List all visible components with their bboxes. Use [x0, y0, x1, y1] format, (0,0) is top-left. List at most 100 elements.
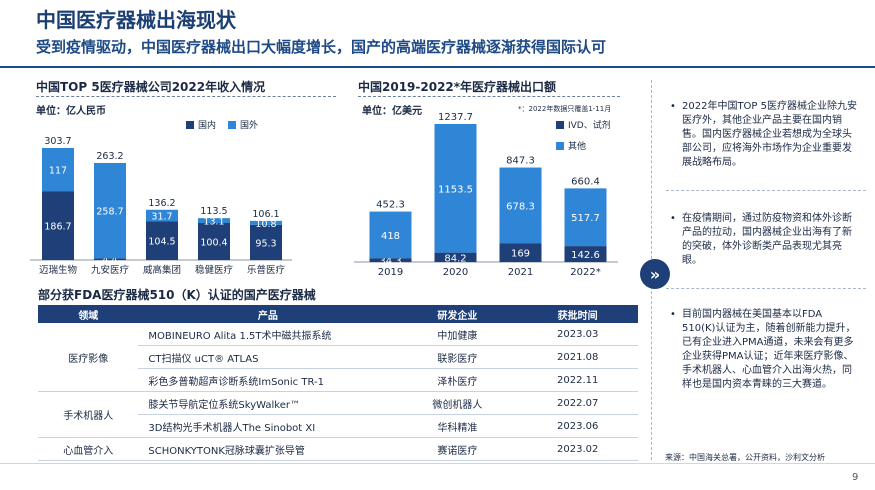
total-label: 106.1: [252, 209, 279, 220]
bar-segment: [499, 167, 542, 244]
legend-label-overseas: 国外: [240, 121, 259, 131]
product-cell: 膝关节导航定位系统SkyWalker™: [138, 391, 398, 415]
company-cell: 中加健康: [397, 323, 518, 346]
data-label: 418: [381, 231, 400, 242]
right-chart-divider: [358, 96, 620, 97]
category-label: 九安医疗: [91, 264, 130, 276]
category-label: 2021: [508, 267, 533, 278]
category-label: 迈瑞生物: [39, 264, 78, 276]
field-cell: 心血管介入: [38, 437, 139, 461]
legend-swatch-domestic: [186, 120, 194, 129]
bar-segment: [42, 191, 74, 260]
company-cell: 联影医疗: [397, 345, 518, 369]
right-chart-legend: IVD、试剂 其他: [556, 118, 611, 152]
bar-segment: [198, 218, 230, 223]
category-label: 威高集团: [143, 264, 181, 276]
legend-swatch-other: [556, 141, 564, 150]
data-label: 117: [49, 166, 67, 177]
product-cell: SCHONKYTONK冠脉球囊扩张导管: [138, 437, 398, 461]
bullet-dot-icon: •: [670, 309, 676, 320]
data-label: 169: [511, 249, 530, 260]
data-label: 31.7: [151, 212, 172, 223]
date-cell: 2021.08: [517, 345, 638, 369]
data-label: 84.2: [444, 253, 466, 264]
table-row: 医疗影像 MOBINEURO Alita 1.5T术中磁共振系统 中加健康 20…: [38, 323, 638, 392]
table-row: 心血管介入 SCHONKYTONK冠脉球囊扩张导管 赛诺医疗 2023.02: [38, 437, 638, 461]
table-row: 3D结构光手术机器人The Sinobot XI 华科精准 2023.06: [38, 414, 638, 438]
table-header-row: 领域 产品 研发企业 获批时间: [38, 305, 638, 323]
category-label: 2019: [378, 267, 403, 278]
bullet-dot-icon: •: [670, 101, 676, 112]
bullet-point: • 在疫情期间，通过防疫物资和体外诊断产品的拉动，国内器械企业出海有了新的突破，…: [670, 212, 858, 268]
legend-label-ivd: IVD、试剂: [568, 121, 611, 131]
table-row: CT扫描仪 uCT® ATLAS 联影医疗 2021.08: [38, 345, 638, 369]
field-cell: 手术机器人: [38, 391, 139, 438]
data-label: 142.6: [571, 250, 600, 261]
bar-segment: [369, 211, 412, 259]
header-date: 获批时间: [517, 305, 638, 323]
source-note: 来源：中国海关总署，公开资料，沙利文分析: [665, 453, 825, 462]
table-title: 部分获FDA医疗器械510（K）认证的国产医疗器械: [38, 288, 316, 302]
header-divider: [0, 66, 875, 68]
bar-segment: [499, 243, 542, 262]
data-label: 95.3: [255, 238, 276, 249]
table-row: 手术机器人 膝关节导航定位系统SkyWalker™ 微创机器人 2022.07: [38, 391, 638, 438]
bar-segment: [94, 258, 126, 260]
date-cell: 2022.07: [517, 391, 638, 415]
total-label: 263.2: [96, 151, 123, 162]
fda-device-table: 领域 产品 研发企业 获批时间 医疗影像 MOBINEURO Alita 1.5…: [38, 305, 638, 461]
product-cell: 彩色多普勒超声诊断系统ImSonic TR-1: [138, 368, 398, 392]
bar-segment: [94, 162, 126, 259]
category-label: 2022*: [570, 267, 600, 278]
bar-segment: [434, 124, 477, 253]
data-label: 100.4: [200, 237, 227, 248]
left-chart-legend: 国内 国外: [186, 118, 258, 131]
data-label: 517.7: [571, 213, 600, 224]
product-cell: MOBINEURO Alita 1.5T术中磁共振系统: [138, 323, 398, 346]
header-company: 研发企业: [397, 305, 518, 323]
date-cell: 2023.02: [517, 437, 638, 461]
total-label: 136.2: [148, 198, 175, 209]
date-cell: 2023.06: [517, 414, 638, 438]
bullet-divider: [666, 190, 866, 191]
product-cell: CT扫描仪 uCT® ATLAS: [138, 345, 398, 369]
total-label: 303.7: [44, 136, 71, 147]
data-label: 10.8: [255, 219, 276, 230]
category-label: 乐普医疗: [247, 264, 286, 276]
page-subtitle: 受到疫情驱动，中国医疗器械出口大幅度增长，国产的高端医疗器械逐渐获得国际认可: [36, 38, 607, 56]
bullet-dot-icon: •: [670, 213, 676, 224]
data-label: 678.3: [506, 201, 535, 212]
left-chart-unit: 单位：亿人民币: [36, 106, 106, 117]
legend-label-domestic: 国内: [198, 121, 217, 131]
right-chart-unit: 单位：亿美元: [362, 106, 422, 117]
bullet-point: • 目前国内器械在美国基本以FDA 510(K)认证为主，随着创新能力提升，已有…: [670, 308, 858, 392]
export-value-chart: 34.3 418 452.3 2019 84.2 1153.5 1237.7 2020 169 6…: [354, 112, 618, 278]
page-number: 9: [852, 472, 859, 483]
bullet-text: 目前国内器械在美国基本以FDA 510(K)认证为主，随着创新能力提升，已有企业…: [682, 309, 856, 390]
header-product: 产品: [138, 305, 398, 323]
data-label: 13.1: [203, 217, 224, 228]
bar-segment: [564, 246, 607, 262]
data-label: 4.4: [102, 255, 117, 266]
footer-divider: [0, 463, 875, 464]
bar-segment: [146, 221, 178, 260]
total-label: 1237.7: [438, 112, 473, 123]
bar-segment: [250, 220, 282, 225]
bar-segment: [250, 224, 282, 260]
total-label: 113.5: [200, 206, 227, 217]
right-chart-title: 中国2019-2022*年医疗器械出口额: [358, 80, 557, 94]
company-cell: 泽朴医疗: [397, 368, 518, 392]
bullet-text: 在疫情期间，通过防疫物资和体外诊断产品的拉动，国内器械企业出海有了新的突破，体外…: [682, 213, 852, 266]
product-cell: 3D结构光手术机器人The Sinobot XI: [138, 414, 398, 438]
bullet-point: • 2022年中国TOP 5医疗器械企业除九安医疗外，其他企业产品主要在国内销售…: [670, 100, 858, 170]
chevron-right-icon: »: [640, 259, 670, 289]
category-label: 2020: [443, 267, 468, 278]
legend-label-other: 其他: [568, 142, 587, 152]
left-chart-title: 中国TOP 5医疗器械公司2022年收入情况: [36, 80, 266, 94]
company-cell: 微创机器人: [397, 391, 518, 415]
total-label: 452.3: [376, 200, 405, 211]
bullet-divider: [666, 288, 866, 289]
date-cell: 2023.03: [517, 323, 638, 346]
bar-segment: [564, 188, 607, 247]
company-cell: 赛诺医疗: [397, 437, 518, 461]
